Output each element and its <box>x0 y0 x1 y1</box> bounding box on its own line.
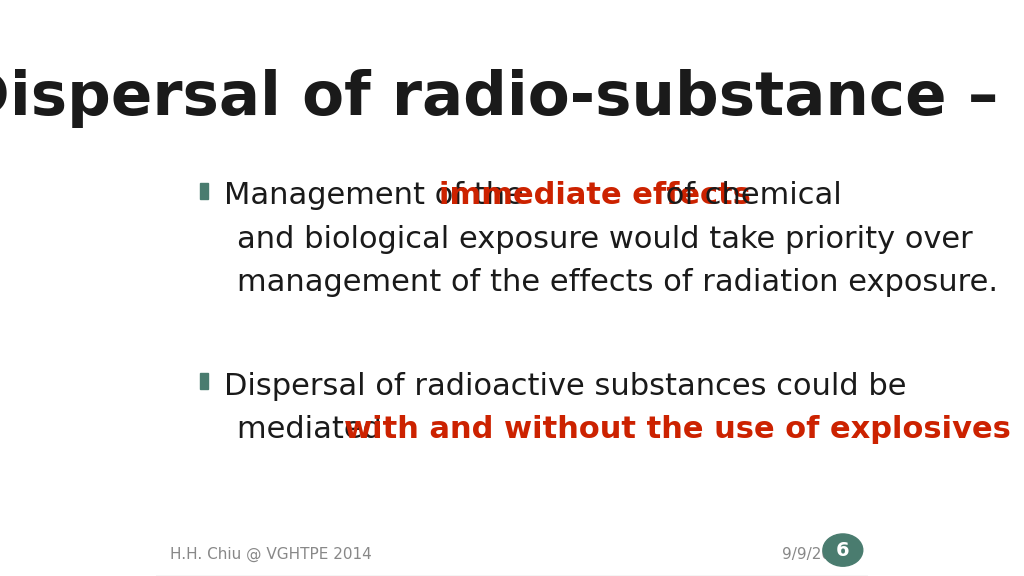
Bar <box>201 373 208 389</box>
Text: 6: 6 <box>836 541 850 559</box>
Text: Management of the: Management of the <box>224 181 534 210</box>
Text: Dispersal of radioactive substances could be: Dispersal of radioactive substances coul… <box>224 372 906 400</box>
Circle shape <box>823 534 863 566</box>
Text: of chemical: of chemical <box>655 181 842 210</box>
Text: H.H. Chiu @ VGHTPE 2014: H.H. Chiu @ VGHTPE 2014 <box>170 547 373 562</box>
Text: Dispersal of radio-substance – II: Dispersal of radio-substance – II <box>0 69 1024 128</box>
Text: 9/9/2014: 9/9/2014 <box>782 547 851 562</box>
Bar <box>201 183 208 199</box>
Text: mediated: mediated <box>237 415 391 444</box>
Text: immediate effects: immediate effects <box>439 181 751 210</box>
Text: with and without the use of explosives: with and without the use of explosives <box>344 415 1011 444</box>
Text: and biological exposure would take priority over: and biological exposure would take prior… <box>237 225 973 253</box>
Text: management of the effects of radiation exposure.: management of the effects of radiation e… <box>237 268 997 297</box>
